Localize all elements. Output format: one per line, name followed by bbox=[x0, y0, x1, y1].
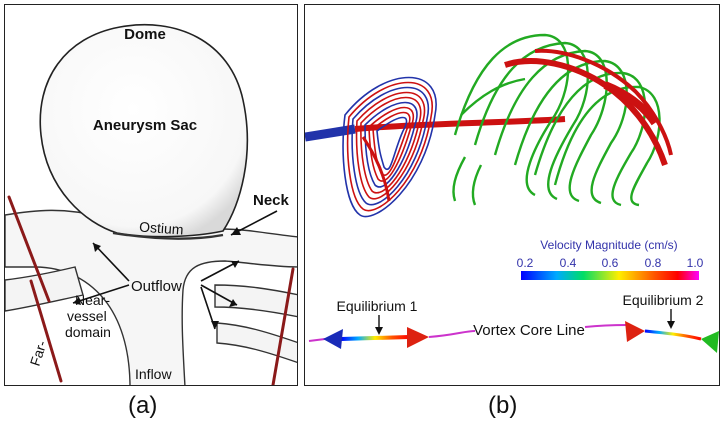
right-vortex-streamlines bbox=[452, 33, 661, 207]
vortex-core-line-middle bbox=[428, 324, 628, 338]
equilibrium-1-left-arrowhead bbox=[323, 329, 343, 349]
equilibrium-1-pointer-head bbox=[375, 327, 383, 335]
equilibrium-1-label: Equilibrium 1 bbox=[337, 298, 418, 314]
colorbar-tick-1: 0.4 bbox=[560, 256, 577, 270]
dome-label: Dome bbox=[124, 26, 166, 43]
inflow-tube-blue bbox=[305, 124, 356, 142]
ostium-label: Ostium bbox=[139, 218, 184, 237]
equilibrium-2-segment bbox=[644, 329, 702, 341]
equilibrium-2-left-arrowhead bbox=[625, 321, 645, 342]
colorbar-tick-3: 0.8 bbox=[645, 256, 662, 270]
vortex-core-line-diagram bbox=[308, 309, 719, 353]
inflow-label: Inflow bbox=[135, 366, 172, 382]
right-branch-vessels bbox=[214, 284, 297, 364]
arrow-heads bbox=[73, 227, 241, 329]
colorbar-tick-4: 1.0 bbox=[687, 256, 704, 270]
equilibrium-2-pointer-head bbox=[667, 321, 675, 329]
aneurysm-geometry-figure: Dome Aneurysm Sac Neck Ostium Outflow In… bbox=[5, 23, 297, 385]
vortex-core-line-left-segment bbox=[308, 338, 326, 342]
near-vessel-label-line-3: domain bbox=[65, 324, 111, 340]
left-vortex-streamlines bbox=[342, 76, 437, 218]
outflow-label: Outflow bbox=[131, 278, 182, 295]
left-vortex-core bbox=[361, 136, 391, 202]
panel-b-caption: (b) bbox=[488, 392, 518, 419]
panel-a-caption: (a) bbox=[128, 392, 158, 419]
aneurysm-sac-shape bbox=[39, 23, 249, 238]
equilibrium-1-segment bbox=[340, 335, 410, 341]
far-domain-label: Far- bbox=[27, 338, 50, 368]
near-vessel-label-line-1: Near- bbox=[75, 292, 110, 308]
near-vessel-label-line-2: vessel bbox=[67, 308, 107, 324]
panel-b: Velocity Magnitude (cm/s) 0.2 0.4 0.6 0.… bbox=[304, 4, 720, 386]
ostium-line bbox=[112, 231, 224, 240]
colorbar-tick-0: 0.2 bbox=[517, 256, 534, 270]
equilibrium-2-right-arrowhead bbox=[701, 331, 719, 353]
vortex-core-line-label: Vortex Core Line bbox=[473, 322, 585, 339]
colorbar-title: Velocity Magnitude (cm/s) bbox=[540, 238, 677, 252]
colorbar-gradient bbox=[521, 271, 699, 280]
panel-a: Dome Aneurysm Sac Neck Ostium Outflow In… bbox=[4, 4, 298, 386]
neck-label: Neck bbox=[253, 192, 290, 209]
equilibrium-1-right-arrowhead bbox=[407, 327, 429, 348]
aneurysm-sac-label: Aneurysm Sac bbox=[93, 117, 197, 134]
equilibrium-2-label: Equilibrium 2 bbox=[623, 292, 704, 308]
vortex-streamlines-figure: Velocity Magnitude (cm/s) 0.2 0.4 0.6 0.… bbox=[305, 33, 719, 353]
colorbar-tick-2: 0.6 bbox=[602, 256, 619, 270]
vessel-domain-markers bbox=[7, 195, 295, 385]
right-vortex-core-band bbox=[504, 48, 673, 166]
